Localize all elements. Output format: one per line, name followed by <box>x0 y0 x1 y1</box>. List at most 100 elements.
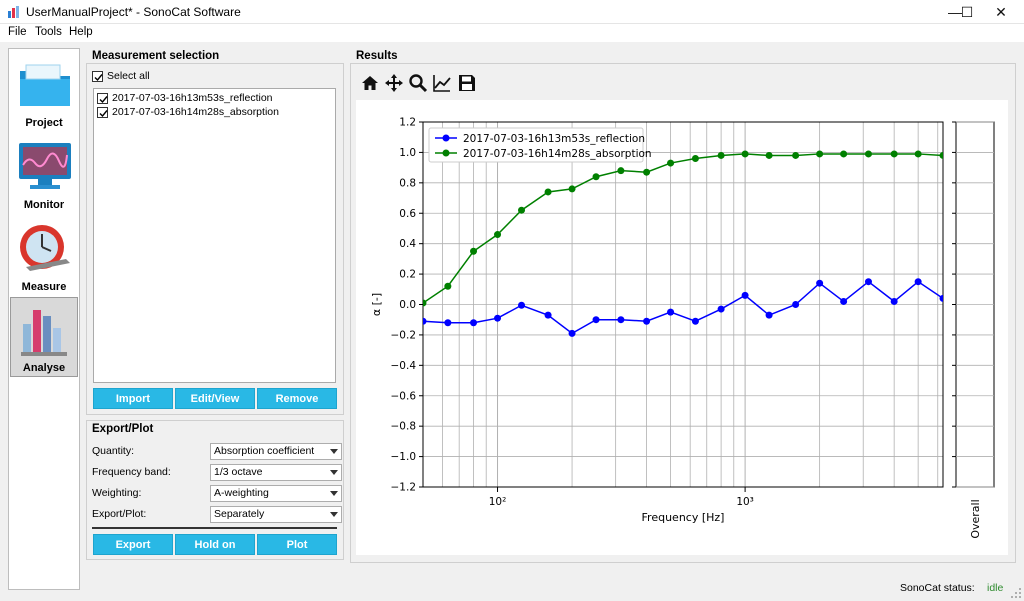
nav-monitor[interactable]: Monitor <box>10 133 78 213</box>
export-plot-mode-value: Separately <box>214 508 265 520</box>
nav-label-analyse: Analyse <box>22 362 66 374</box>
nav-label-measure: Measure <box>21 281 67 293</box>
home-icon[interactable] <box>360 73 380 93</box>
data-point <box>816 150 824 158</box>
data-point <box>914 150 922 158</box>
nav-analyse[interactable]: Analyse <box>10 297 78 377</box>
status-label: SonoCat status: <box>900 582 975 594</box>
item-check-icon[interactable] <box>97 106 108 118</box>
nav-label-monitor: Monitor <box>23 199 65 211</box>
list-item[interactable]: 2017-07-03-16h13m53s_reflection <box>97 91 273 105</box>
data-point <box>617 167 625 175</box>
left-navigation: Project Monitor Measure Analyse <box>8 48 80 590</box>
pan-icon[interactable] <box>384 73 404 93</box>
y-tick-label: −0.8 <box>391 421 417 433</box>
data-point <box>568 329 576 337</box>
save-icon[interactable] <box>457 73 477 93</box>
data-point <box>864 150 872 158</box>
edit-view-button[interactable]: Edit/View <box>175 388 255 409</box>
status-value: idle <box>987 582 1004 594</box>
data-point <box>840 297 848 305</box>
quantity-select[interactable]: Absorption coefficient <box>210 443 342 460</box>
data-point <box>840 150 848 158</box>
data-point <box>544 311 552 319</box>
menu-help[interactable]: Help <box>69 26 93 38</box>
folder-icon <box>20 64 70 106</box>
remove-button[interactable]: Remove <box>257 388 337 409</box>
monitor-icon <box>19 143 71 189</box>
data-point <box>717 305 725 313</box>
legend-box <box>428 127 644 163</box>
hold-on-button[interactable]: Hold on <box>175 534 255 555</box>
data-point <box>518 301 526 309</box>
legend-swatch-marker <box>442 134 450 142</box>
series-line-1 <box>423 153 943 304</box>
y-tick-label: 0.4 <box>399 238 416 250</box>
data-point <box>667 159 675 167</box>
data-point <box>691 317 699 325</box>
export-button[interactable]: Export <box>93 534 173 555</box>
plot-canvas[interactable]: −1.2 −1.0 −0.8 −0.6 −0.4 −0.2 0.0 0.2 0.4 0.6 0.8 1… <box>356 100 1008 555</box>
item-check-icon[interactable] <box>97 92 108 104</box>
stopwatch-icon <box>20 225 70 271</box>
data-point <box>691 155 699 162</box>
data-point <box>816 279 824 287</box>
window-title: UserManualProject* - SonoCat Software <box>26 5 241 19</box>
plot-button[interactable]: Plot <box>257 534 337 555</box>
legend-swatch-marker <box>442 149 450 157</box>
y-tick-label: −0.2 <box>391 329 417 341</box>
y-tick-label: 0.0 <box>399 299 416 311</box>
frequency-band-label: Frequency band: <box>92 466 171 478</box>
weighting-label: Weighting: <box>92 487 142 499</box>
maximize-icon: ☐ <box>960 3 974 20</box>
y-tick-label: 0.2 <box>399 269 416 281</box>
data-point <box>592 316 600 324</box>
y-tick-label: 1.0 <box>399 147 416 159</box>
legend-label: 2017-07-03-16h13m53s_reflection <box>463 133 645 145</box>
y-tick-label: 0.8 <box>399 177 416 189</box>
y-tick-label: −1.0 <box>391 451 417 463</box>
menu-bar: File Tools Help <box>0 24 1024 42</box>
y-tick-label: 1.2 <box>399 117 416 129</box>
list-item[interactable]: 2017-07-03-16h14m28s_absorption <box>97 105 279 119</box>
select-all-check-icon <box>92 70 103 82</box>
y-tick-label: −0.4 <box>391 360 417 372</box>
data-point <box>423 299 427 307</box>
menu-tools[interactable]: Tools <box>35 26 62 38</box>
weighting-value: A-weighting <box>214 487 269 499</box>
data-point <box>643 317 651 325</box>
data-point <box>765 311 773 319</box>
import-button[interactable]: Import <box>93 388 173 409</box>
measurement-list[interactable]: 2017-07-03-16h13m53s_reflection 2017-07-… <box>93 88 336 383</box>
minimize-button[interactable]: — <box>932 0 978 24</box>
export-plot-mode-select[interactable]: Separately <box>210 506 342 523</box>
maximize-button[interactable]: ☐ <box>944 0 990 24</box>
resize-grip-icon[interactable] <box>1010 587 1022 599</box>
data-point <box>939 294 943 302</box>
overall-label: Overall <box>969 499 982 538</box>
data-point <box>717 151 725 159</box>
y-tick-label: −1.2 <box>391 482 417 494</box>
data-point <box>667 308 675 316</box>
select-all-checkbox[interactable]: Select all <box>92 70 150 82</box>
data-point <box>890 150 898 158</box>
zoom-icon[interactable] <box>408 73 428 93</box>
data-point <box>568 185 576 193</box>
data-point <box>741 291 749 299</box>
data-point <box>617 316 625 324</box>
data-point <box>592 173 600 181</box>
menu-file[interactable]: File <box>8 26 27 38</box>
y-tick-label: −0.6 <box>391 390 417 402</box>
close-button[interactable]: ✕ <box>978 0 1024 24</box>
y-tick-label: 0.6 <box>399 208 416 220</box>
chevron-down-icon <box>330 449 338 454</box>
nav-project[interactable]: Project <box>10 51 78 131</box>
data-point <box>470 247 478 255</box>
status-bar: SonoCat status: idle <box>0 577 1024 601</box>
frequency-band-select[interactable]: 1/3 octave <box>210 464 342 481</box>
lines-icon[interactable] <box>432 73 452 93</box>
data-point <box>890 297 898 305</box>
data-point <box>864 278 872 286</box>
weighting-select[interactable]: A-weighting <box>210 485 342 502</box>
nav-measure[interactable]: Measure <box>10 215 78 295</box>
